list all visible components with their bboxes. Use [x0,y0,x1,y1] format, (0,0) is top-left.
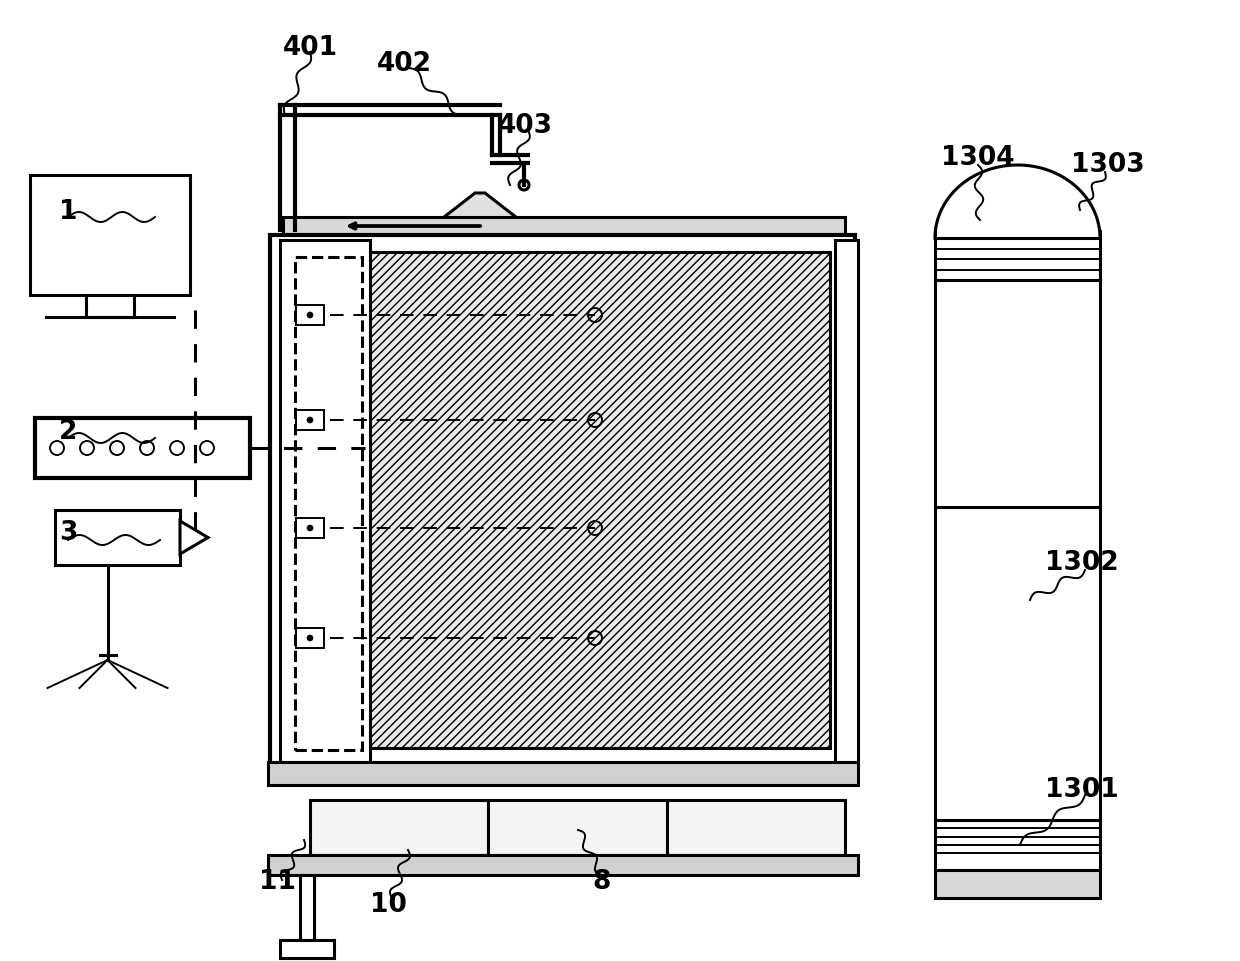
Text: 1: 1 [58,199,77,225]
Bar [280,940,334,958]
Bar [296,305,324,325]
Bar [296,628,324,648]
Text: 8: 8 [593,869,611,895]
Bar [268,762,858,785]
Bar [835,240,858,762]
Bar [295,257,362,750]
Text: 1303: 1303 [1071,152,1145,178]
Circle shape [308,525,312,531]
Text: 402: 402 [377,51,432,77]
Bar [30,175,190,295]
Text: 3: 3 [58,520,77,546]
Bar [365,252,830,748]
Bar [935,280,1100,820]
Circle shape [308,417,312,423]
Text: 403: 403 [497,113,553,139]
Bar [296,518,324,538]
Bar [280,240,370,762]
Bar [283,217,844,235]
Bar [935,238,1100,280]
Bar [489,800,667,855]
Bar [310,800,489,855]
Polygon shape [180,521,208,554]
Circle shape [308,635,312,641]
Bar [667,800,844,855]
Text: 1302: 1302 [1045,550,1118,576]
Text: 1301: 1301 [1045,777,1118,803]
Text: 2: 2 [58,419,77,445]
Circle shape [520,180,529,190]
Bar [35,418,250,478]
Text: 11: 11 [258,869,295,895]
Bar [300,875,314,940]
Bar [270,235,856,765]
Text: 401: 401 [283,35,337,61]
Bar [935,870,1100,898]
Text: 1304: 1304 [941,145,1014,171]
Bar [55,510,180,565]
Polygon shape [430,193,529,228]
Text: 10: 10 [370,892,407,918]
Circle shape [308,312,312,318]
Bar [268,855,858,875]
Bar [86,295,134,317]
Bar [296,410,324,430]
Bar [935,820,1100,870]
